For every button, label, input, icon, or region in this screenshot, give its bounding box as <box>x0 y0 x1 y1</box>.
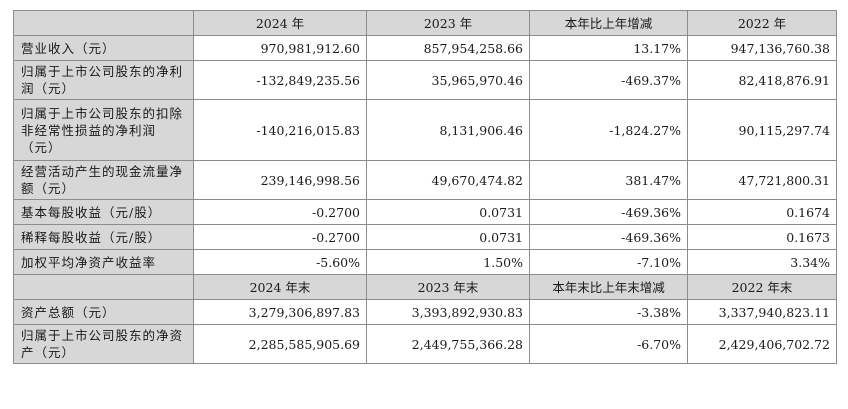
value-cell: 947,136,760.38 <box>687 35 837 61</box>
value-cell: -469.36% <box>529 224 688 250</box>
table-body: 2024 年 2023 年本年比上年增减 2022 年营业收入（元） 970,981,… <box>13 10 837 364</box>
header-row: 2024 年末 2023 年末 本年末比上年末增减 2022 年末 <box>13 274 837 300</box>
table-row: 基本每股收益（元/股） -0.2700 0.0731 -469.36% 0.1674 <box>13 199 837 225</box>
value-cell: 47,721,800.31 <box>687 160 837 200</box>
value-cell: 239,146,998.56 <box>193 160 367 200</box>
value-cell: 3.34% <box>687 249 837 275</box>
value-cell: 2,285,585,905.69 <box>193 324 367 364</box>
value-cell: 35,965,970.46 <box>366 60 530 100</box>
row-label: 经营活动产生的现金流量净额（元） <box>13 160 194 200</box>
value-cell: 0.1674 <box>687 199 837 225</box>
row-label: 归属于上市公司股东的净资产（元） <box>13 324 194 364</box>
row-label: 营业收入（元） <box>13 35 194 61</box>
value-cell: -140,216,015.83 <box>193 99 367 161</box>
value-cell: -1,824.27% <box>529 99 688 161</box>
value-cell: -469.36% <box>529 199 688 225</box>
header-corner-cell <box>13 274 194 300</box>
value-cell: 1.50% <box>366 249 530 275</box>
table-row: 经营活动产生的现金流量净额（元） 239,146,998.56 49,670,474… <box>13 160 837 200</box>
value-cell: -0.2700 <box>193 199 367 225</box>
value-cell: -0.2700 <box>193 224 367 250</box>
value-cell: 970,981,912.60 <box>193 35 367 61</box>
value-cell: 13.17% <box>529 35 688 61</box>
row-label: 稀释每股收益（元/股） <box>13 224 194 250</box>
column-header: 2022 年末 <box>687 274 837 300</box>
value-cell: 0.1673 <box>687 224 837 250</box>
value-cell: -3.38% <box>529 299 688 325</box>
column-header: 2023 年末 <box>366 274 530 300</box>
table-row: 营业收入（元） 970,981,912.60 857,954,258.66 13.17… <box>13 35 837 61</box>
value-cell: 2,449,755,366.28 <box>366 324 530 364</box>
column-header: 2024 年 <box>193 10 367 36</box>
value-cell: 49,670,474.82 <box>366 160 530 200</box>
value-cell: 90,115,297.74 <box>687 99 837 161</box>
value-cell: -469.37% <box>529 60 688 100</box>
row-label: 归属于上市公司股东的净利润（元） <box>13 60 194 100</box>
value-cell: -6.70% <box>529 324 688 364</box>
header-row: 2024 年 2023 年本年比上年增减 2022 年 <box>13 10 837 36</box>
row-label: 归属于上市公司股东的扣除非经常性损益的净利润（元） <box>13 99 194 161</box>
value-cell: 8,131,906.46 <box>366 99 530 161</box>
column-header: 本年末比上年末增减 <box>529 274 688 300</box>
table-row: 归属于上市公司股东的净利润（元） -132,849,235.56 35,965,97… <box>13 60 837 100</box>
value-cell: -5.60% <box>193 249 367 275</box>
value-cell: 0.0731 <box>366 224 530 250</box>
row-label: 加权平均净资产收益率 <box>13 249 194 275</box>
value-cell: -132,849,235.56 <box>193 60 367 100</box>
value-cell: 0.0731 <box>366 199 530 225</box>
table-row: 稀释每股收益（元/股） -0.2700 0.0731 -469.36% 0.1673 <box>13 224 837 250</box>
column-header: 本年比上年增减 <box>529 10 688 36</box>
header-corner-cell <box>13 10 194 36</box>
value-cell: 3,393,892,930.83 <box>366 299 530 325</box>
column-header: 2022 年 <box>687 10 837 36</box>
value-cell: 82,418,876.91 <box>687 60 837 100</box>
column-header: 2023 年 <box>366 10 530 36</box>
table-row: 归属于上市公司股东的净资产（元） 2,285,585,905.69 2,449,75… <box>13 324 837 364</box>
column-header: 2024 年末 <box>193 274 367 300</box>
table-row: 归属于上市公司股东的扣除非经常性损益的净利润（元） -140,216,015.83… <box>13 99 837 161</box>
value-cell: -7.10% <box>529 249 688 275</box>
value-cell: 857,954,258.66 <box>366 35 530 61</box>
financial-summary-table: 2024 年 2023 年本年比上年增减 2022 年营业收入（元） 970,981,… <box>13 10 837 364</box>
value-cell: 2,429,406,702.72 <box>687 324 837 364</box>
table-row: 资产总额（元） 3,279,306,897.83 3,393,892,930.83-… <box>13 299 837 325</box>
value-cell: 3,279,306,897.83 <box>193 299 367 325</box>
row-label: 基本每股收益（元/股） <box>13 199 194 225</box>
row-label: 资产总额（元） <box>13 299 194 325</box>
value-cell: 381.47% <box>529 160 688 200</box>
table-row: 加权平均净资产收益率 -5.60% 1.50% -7.10% 3.34% <box>13 249 837 275</box>
value-cell: 3,337,940,823.11 <box>687 299 837 325</box>
